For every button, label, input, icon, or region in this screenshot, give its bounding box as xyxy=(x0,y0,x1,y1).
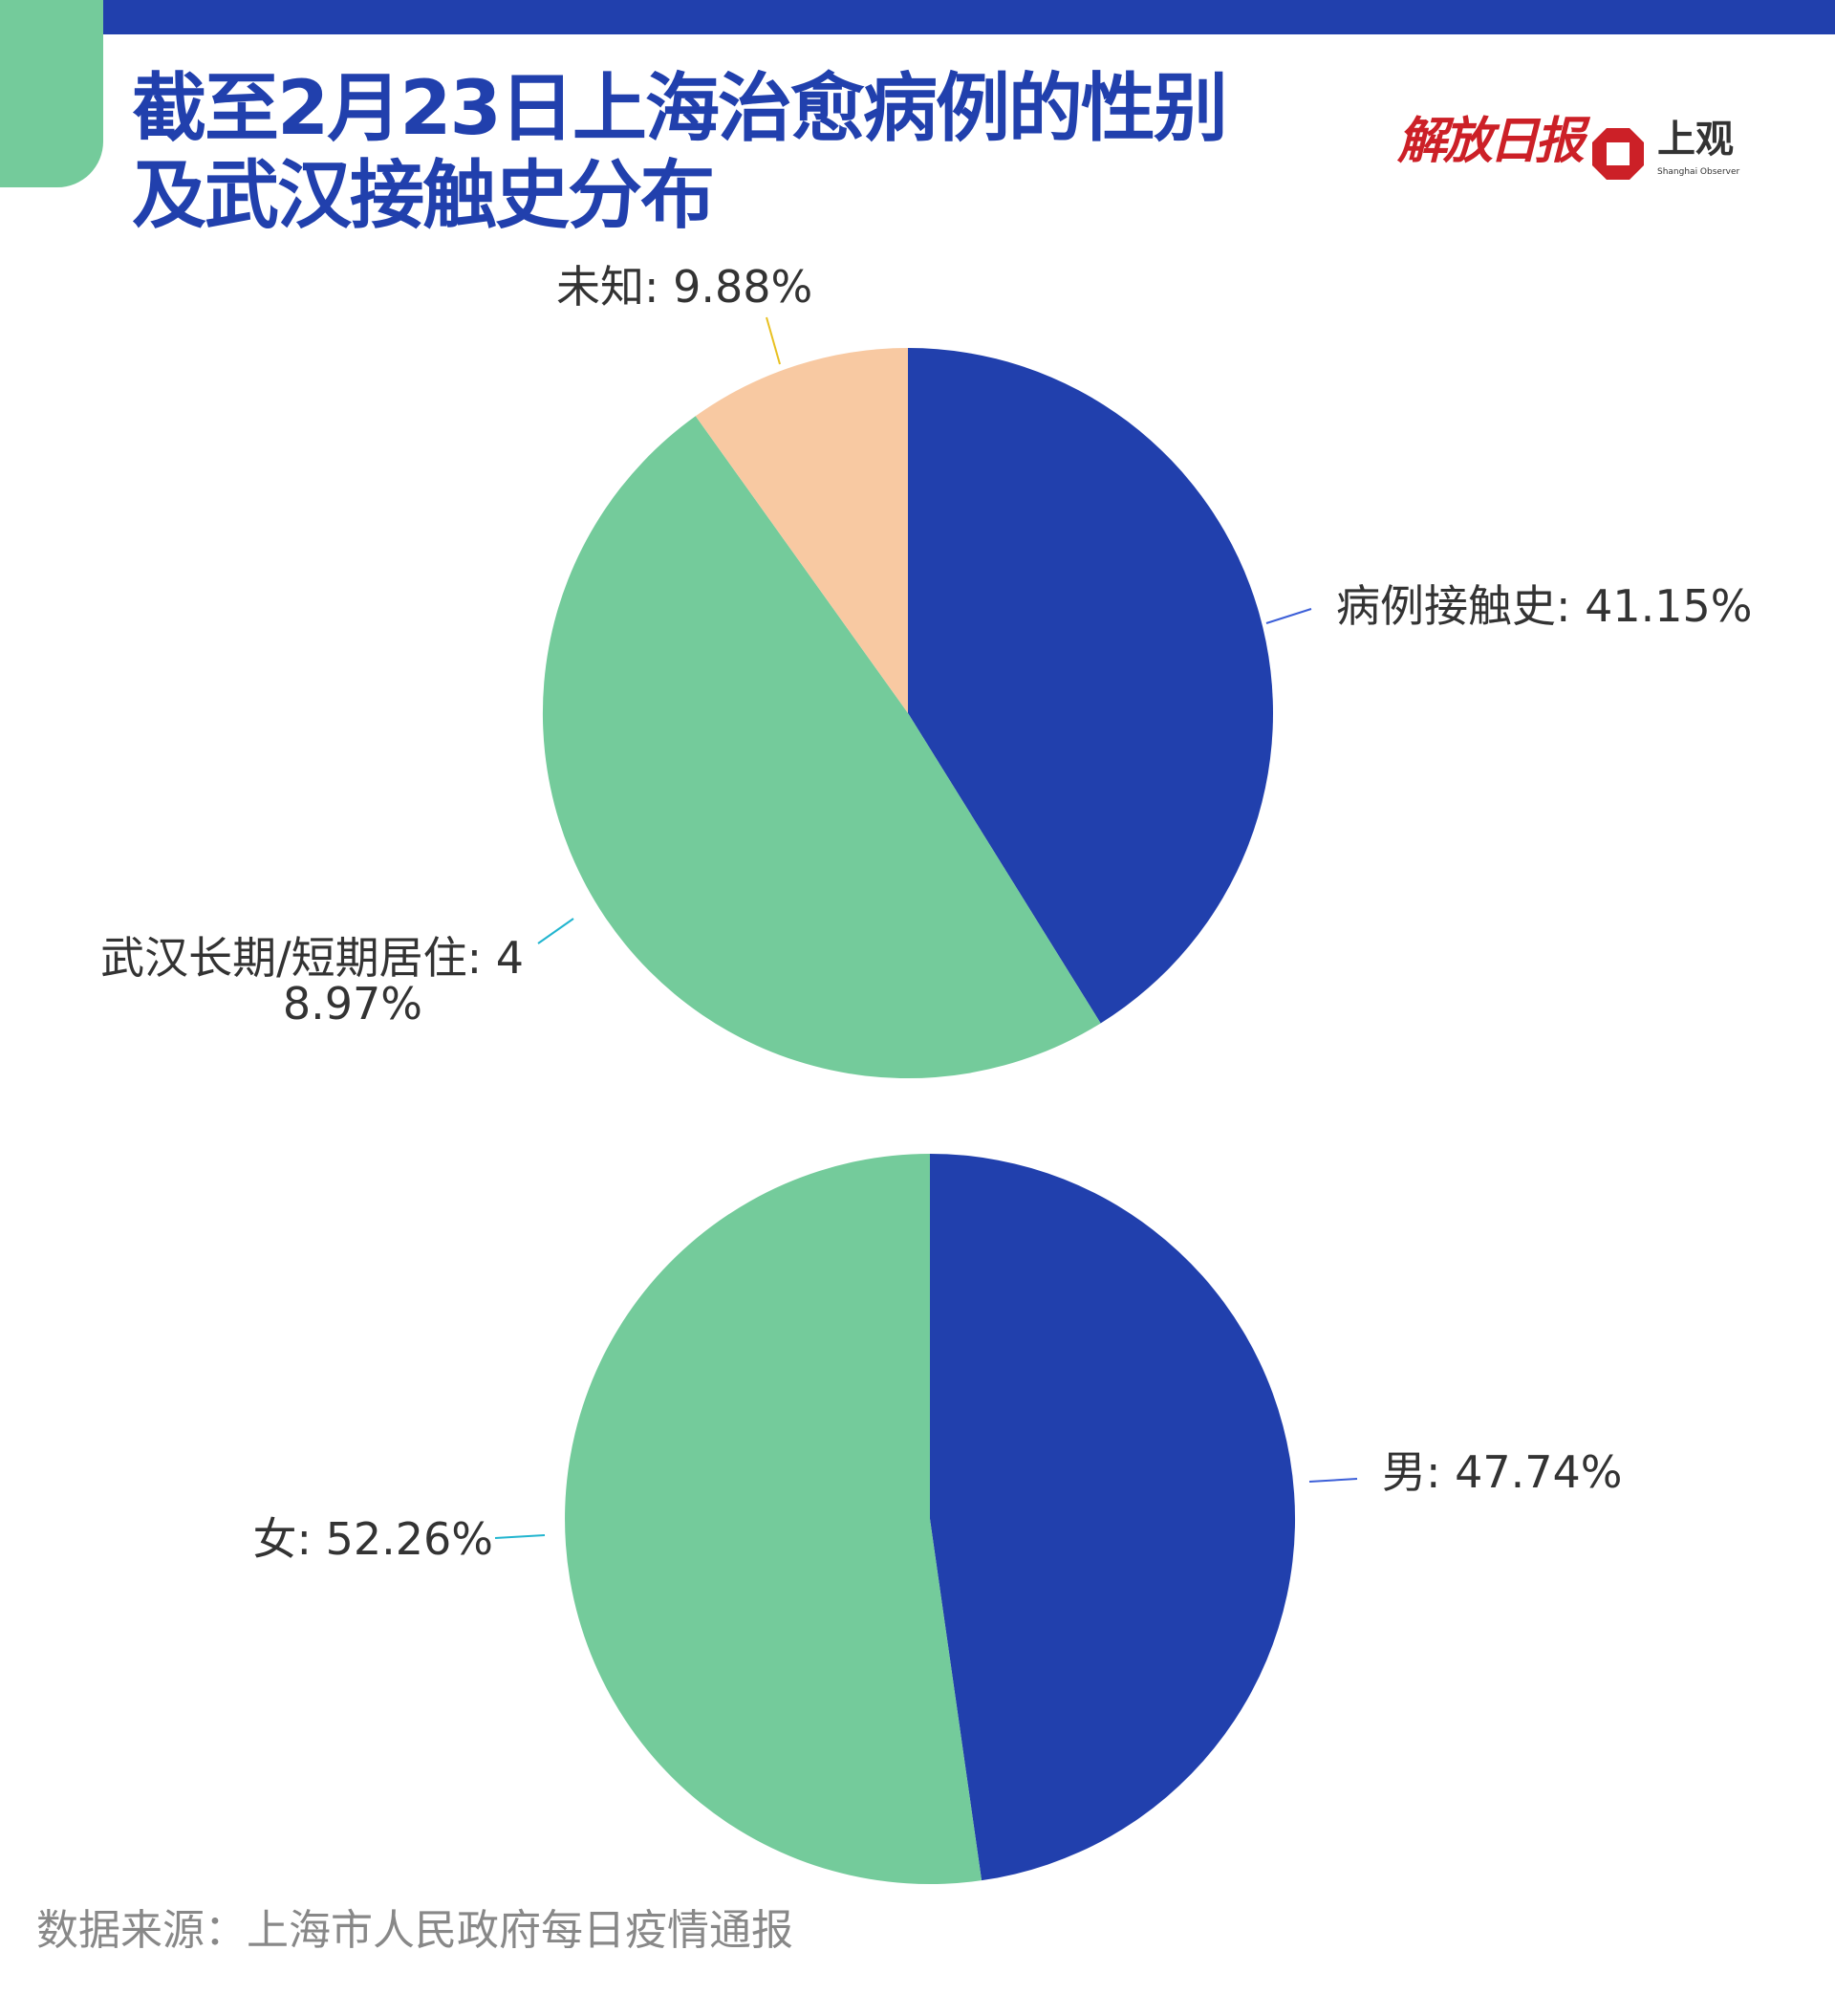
brand-jiefang-daily-logo: 解放日报 xyxy=(1397,112,1585,170)
page-title-line-2: 及武汉接触史分布 xyxy=(132,153,715,239)
pie-chart-gender xyxy=(494,1154,1358,1884)
data-source-note: 数据来源：上海市人民政府每日疫情通报 xyxy=(36,1906,793,1955)
pie-slice xyxy=(908,348,1274,1024)
label-leader-line xyxy=(1265,608,1312,624)
pie-slice xyxy=(930,1154,1296,1881)
slice-label-unknown: 未知: 9.88% xyxy=(556,261,812,313)
shangguan-logo-icon xyxy=(1592,128,1644,180)
pie-slice xyxy=(565,1154,982,1884)
header-accent-bar xyxy=(103,0,1835,34)
slice-label-wuhan-residence-cont: 8.97% xyxy=(283,978,422,1030)
brand-shangguan-logo: 上观 xyxy=(1657,118,1734,162)
slice-label-male: 男: 47.74% xyxy=(1382,1446,1623,1498)
brand-shangguan-subtitle: Shanghai Observer xyxy=(1657,167,1740,177)
label-leader-line xyxy=(537,918,574,944)
label-leader-line xyxy=(1308,1478,1358,1483)
pie-slice xyxy=(542,416,1101,1079)
label-leader-line xyxy=(766,316,781,365)
corner-accent-block xyxy=(0,0,103,187)
pie-charts: 未知: 9.88% 病例接触史: 41.15% 武汉长期/短期居住: 4 8.9… xyxy=(100,261,1753,1884)
page-title: 截至2月23日上海治愈病例的性别 xyxy=(132,66,1228,152)
slice-label-wuhan-residence: 武汉长期/短期居住: 4 xyxy=(100,932,524,984)
slice-label-female: 女: 52.26% xyxy=(252,1513,493,1565)
label-leader-line xyxy=(494,1534,546,1539)
pie-slice xyxy=(695,348,908,713)
pie-chart-wuhan-contact xyxy=(537,316,1312,1079)
slice-label-case-contact: 病例接触史: 41.15% xyxy=(1336,580,1753,632)
